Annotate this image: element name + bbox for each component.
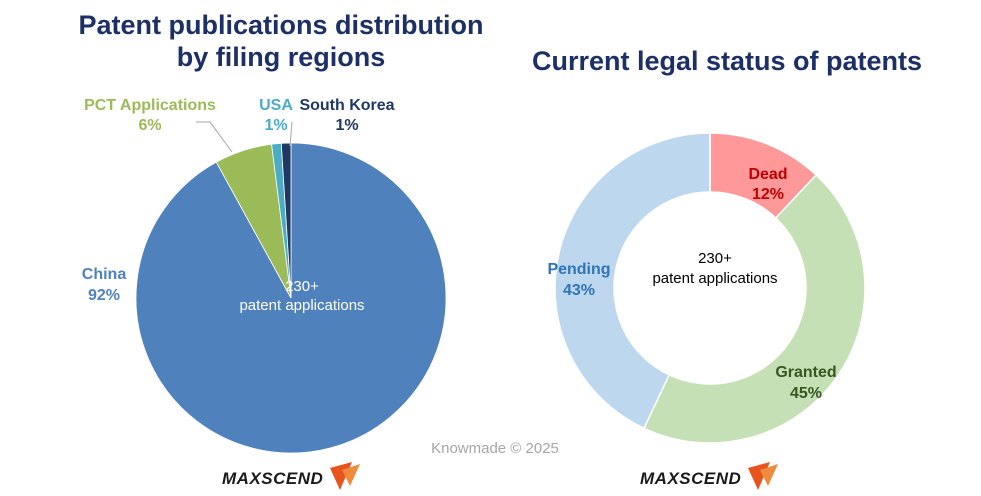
pie-title-line-2: by filing regions bbox=[177, 42, 386, 72]
pie-center-line-1: 230+ bbox=[285, 278, 319, 295]
maxscend-logo-right: MAXSCEND bbox=[640, 462, 778, 490]
pie-center-line-2: patent applications bbox=[239, 297, 364, 314]
usa-leader-line bbox=[289, 121, 293, 147]
south-korea-label-value: 1% bbox=[335, 117, 358, 134]
usa-label-name: USA bbox=[259, 97, 293, 114]
logo-left-mark2-icon bbox=[342, 464, 360, 486]
maxscend-logo-left: MAXSCEND bbox=[222, 462, 360, 490]
logo-left-text: MAXSCEND bbox=[222, 469, 323, 488]
south-korea-label-name: South Korea bbox=[299, 97, 394, 114]
china-label-name: China bbox=[82, 266, 127, 283]
logo-right-mark2-icon bbox=[760, 464, 778, 486]
pending-label-value: 43% bbox=[563, 282, 595, 299]
pie-chart-regions bbox=[135, 142, 447, 454]
slice-granted bbox=[643, 173, 866, 444]
pie-title-line-1: Patent publications distribution bbox=[79, 10, 484, 40]
slice-pending bbox=[554, 132, 711, 430]
logo-right-text: MAXSCEND bbox=[640, 469, 741, 488]
granted-label-value: 45% bbox=[790, 385, 822, 402]
donut-center-line-2: patent applications bbox=[652, 270, 777, 287]
pending-label-name: Pending bbox=[547, 261, 610, 278]
donut-center-line-1: 230+ bbox=[698, 250, 732, 267]
usa-label-value: 1% bbox=[264, 117, 287, 134]
donut-chart-status bbox=[554, 132, 866, 444]
dead-label-value: 12% bbox=[752, 186, 784, 203]
china-label-value: 92% bbox=[88, 287, 120, 304]
donut-title: Current legal status of patents bbox=[532, 46, 922, 76]
pct-leader-line bbox=[196, 121, 233, 153]
pct-label-name: PCT Applications bbox=[84, 97, 216, 114]
granted-label-name: Granted bbox=[775, 364, 836, 381]
credit-text: Knowmade © 2025 bbox=[431, 440, 559, 457]
pct-label-value: 6% bbox=[138, 117, 161, 134]
slice-south-korea bbox=[280, 142, 292, 299]
dead-label-name: Dead bbox=[748, 166, 787, 183]
